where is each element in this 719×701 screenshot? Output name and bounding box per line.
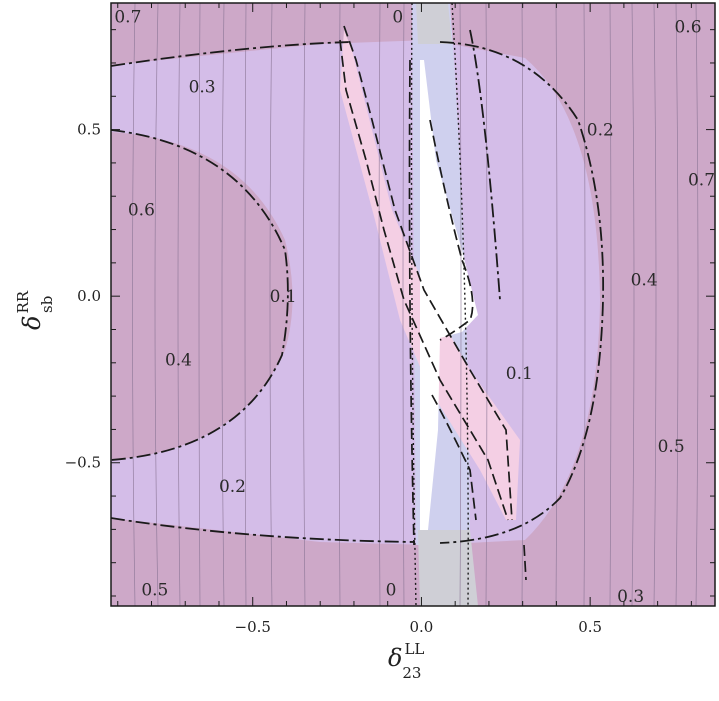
y-axis-superscript: RR — [14, 290, 32, 313]
region-grey-bottom — [418, 530, 478, 606]
x-axis-symbol: δ — [388, 644, 402, 672]
plot-frame — [110, 2, 716, 607]
contour-label: 0.7 — [114, 7, 141, 27]
x-tick-label: −0.5 — [235, 618, 271, 636]
contour-label: 0.3 — [617, 587, 644, 607]
region-left-lobe — [111, 132, 293, 460]
contour-label: 0.6 — [128, 201, 155, 221]
contour-label: 0.3 — [189, 77, 216, 97]
contour-lower — [111, 517, 416, 543]
dashdot-contours — [111, 29, 605, 544]
contour-label: 0.1 — [270, 287, 297, 307]
x-tick-label: 0.0 — [410, 618, 434, 636]
x-axis-superscript: LL — [404, 640, 424, 658]
contour-label: 0.4 — [631, 271, 658, 291]
contour-label: 0 — [392, 7, 403, 27]
x-axis-label: δ LL 23 — [388, 640, 424, 682]
y-axis-symbol: δ — [18, 316, 46, 330]
contour-right-edge — [469, 29, 501, 301]
contour-labels: 0.7 0 0.6 0.3 0.2 0.7 0.6 0.1 0.4 0.4 0.1 0.5 0.2 0.5… — [114, 7, 715, 607]
y-tick-label: −0.5 — [65, 454, 101, 472]
contour-label: 0.6 — [674, 17, 701, 37]
region-white-core — [420, 60, 478, 530]
contour-label: 0.1 — [506, 364, 533, 384]
x-tick-label: 0.5 — [578, 618, 602, 636]
axis-ticks — [111, 3, 715, 606]
contour-upper-right — [439, 41, 605, 544]
contour-label: 0 — [386, 580, 397, 600]
y-axis-subscript: sb — [38, 296, 56, 313]
contour-label: 0.4 — [165, 350, 192, 370]
y-axis-label: δ RR sb — [14, 290, 56, 330]
contour-left-lobe — [111, 129, 289, 461]
y-axis-label-group: δ RR sb — [14, 290, 56, 330]
contour-label: 0.7 — [688, 171, 715, 191]
contour-upper — [111, 41, 351, 67]
vertical-contour-lines — [132, 3, 699, 606]
contour-label: 0.2 — [219, 477, 246, 497]
y-tick-label: 0.0 — [77, 287, 101, 305]
region-grey-top — [416, 3, 452, 44]
dashed-contours — [339, 25, 527, 581]
contour-label: 0.5 — [658, 437, 685, 457]
y-tick-label: 0.5 — [77, 121, 101, 139]
region-pink-band — [340, 30, 520, 520]
x-axis-subscript: 23 — [402, 664, 421, 682]
contour-label: 0.2 — [587, 121, 614, 141]
contour-label: 0.5 — [141, 580, 168, 600]
plot-area — [111, 3, 715, 606]
tick-labels: −0.5 0.0 0.5 −0.5 0.0 0.5 — [65, 121, 603, 636]
